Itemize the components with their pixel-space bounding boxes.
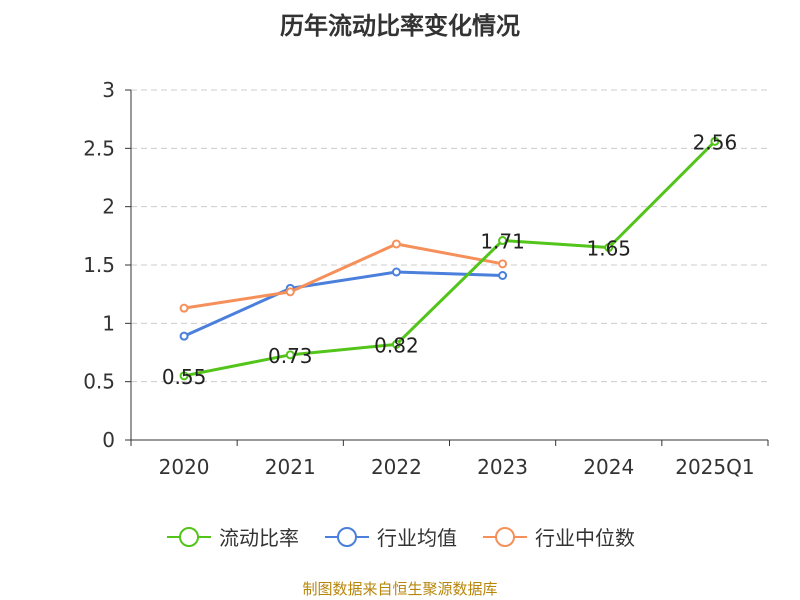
- data-point: [179, 331, 189, 341]
- legend-label: 流动比率: [219, 526, 299, 550]
- data-point: [179, 303, 189, 313]
- data-label: 0.55: [162, 365, 207, 389]
- data-point: [498, 271, 508, 280]
- legend-item-industry-median[interactable]: 行业中位数: [481, 522, 635, 551]
- data-point: [285, 350, 295, 360]
- data-label: 0.82: [374, 333, 419, 357]
- legend-item-industry-mean[interactable]: 行业均值: [323, 522, 457, 551]
- series-line: [183, 270, 503, 338]
- data-label: 1.71: [480, 230, 525, 254]
- y-tick-label: 2.5: [83, 136, 115, 160]
- data-label: 1.65: [586, 237, 631, 261]
- chart-title: 历年流动比率变化情况: [280, 12, 520, 40]
- data-point: [710, 136, 720, 146]
- x-tick-label: 2021: [265, 455, 316, 479]
- data-point: [285, 287, 295, 297]
- legend-marker-icon: [483, 526, 527, 547]
- y-tick-label: 1: [102, 311, 115, 335]
- x-tick-label: 2025Q1: [675, 455, 754, 479]
- data-point: [498, 236, 508, 245]
- data-source-note: 制图数据来自恒生聚源数据库: [302, 580, 498, 598]
- y-tick-label: 0: [102, 428, 115, 452]
- data-point: [391, 267, 401, 277]
- y-tick-label: 2: [102, 195, 115, 219]
- legend-marker-icon: [167, 526, 211, 547]
- x-tick-label: 2024: [583, 455, 634, 479]
- x-tick-label: 2020: [159, 455, 210, 479]
- legend-label: 行业均值: [377, 526, 457, 550]
- data-point: [179, 371, 189, 381]
- series-line: [183, 242, 503, 310]
- series-line: [183, 140, 716, 378]
- data-label: 0.73: [268, 344, 313, 368]
- legend-marker-icon: [325, 526, 369, 547]
- legend-item-current-ratio[interactable]: 流动比率: [165, 522, 299, 551]
- data-label: 2.56: [693, 130, 738, 154]
- y-tick-label: 1.5: [83, 253, 115, 277]
- chart-legend: 流动比率 行业均值 行业中位数: [0, 522, 800, 551]
- y-tick-label: 3: [102, 78, 115, 102]
- x-tick-label: 2023: [477, 455, 528, 479]
- data-point: [391, 339, 401, 349]
- data-point: [498, 259, 508, 269]
- y-tick-label: 0.5: [83, 370, 115, 394]
- legend-label: 行业中位数: [535, 526, 635, 550]
- data-point: [391, 239, 401, 249]
- x-tick-label: 2022: [371, 455, 422, 479]
- data-point: [604, 243, 614, 252]
